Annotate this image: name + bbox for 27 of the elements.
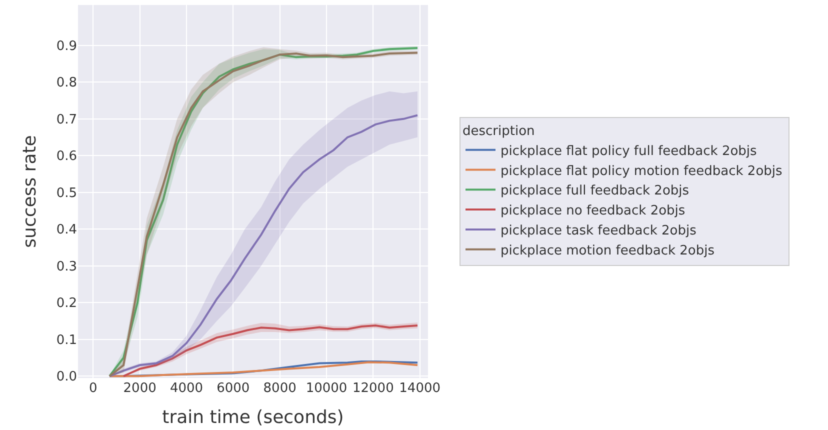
y-axis-title: success rate <box>20 135 41 248</box>
legend-label: pickplace no feedback 2objs <box>500 204 686 219</box>
x-tick-label: 10000 <box>306 381 348 396</box>
y-tick-label: 0.9 <box>56 38 77 54</box>
legend-label: pickplace full feedback 2objs <box>500 184 690 199</box>
y-tick-label: 0.1 <box>56 332 77 348</box>
y-tick-label: 0.0 <box>56 370 77 385</box>
x-tick-label: 6000 <box>216 381 250 396</box>
x-tick-label: 4000 <box>170 381 204 396</box>
x-tick-label: 8000 <box>263 381 296 396</box>
legend-label: pickplace motion feedback 2objs <box>500 243 715 258</box>
x-tick-label: 2000 <box>123 381 156 396</box>
x-tick-label: 0 <box>89 381 98 396</box>
y-tick-label: 0.7 <box>56 112 77 128</box>
x-tick-label: 14000 <box>399 381 441 396</box>
x-tick-label: 12000 <box>352 381 394 396</box>
y-tick-label: 0.2 <box>56 296 77 312</box>
y-tick-label: 0.4 <box>56 222 77 238</box>
x-axis-title: train time (seconds) <box>162 407 344 428</box>
y-tick-label: 0.6 <box>56 149 77 164</box>
legend-label: pickplace task feedback 2objs <box>500 224 697 239</box>
legend-label: pickplace flat policy motion feedback 2objs <box>500 164 783 179</box>
y-tick-label: 0.8 <box>56 76 77 91</box>
legend-label: pickplace flat policy full feedback 2objs <box>500 144 758 159</box>
legend-title: description <box>462 124 535 139</box>
y-tick-label: 0.3 <box>56 259 77 274</box>
y-tick-label: 0.5 <box>56 186 77 201</box>
